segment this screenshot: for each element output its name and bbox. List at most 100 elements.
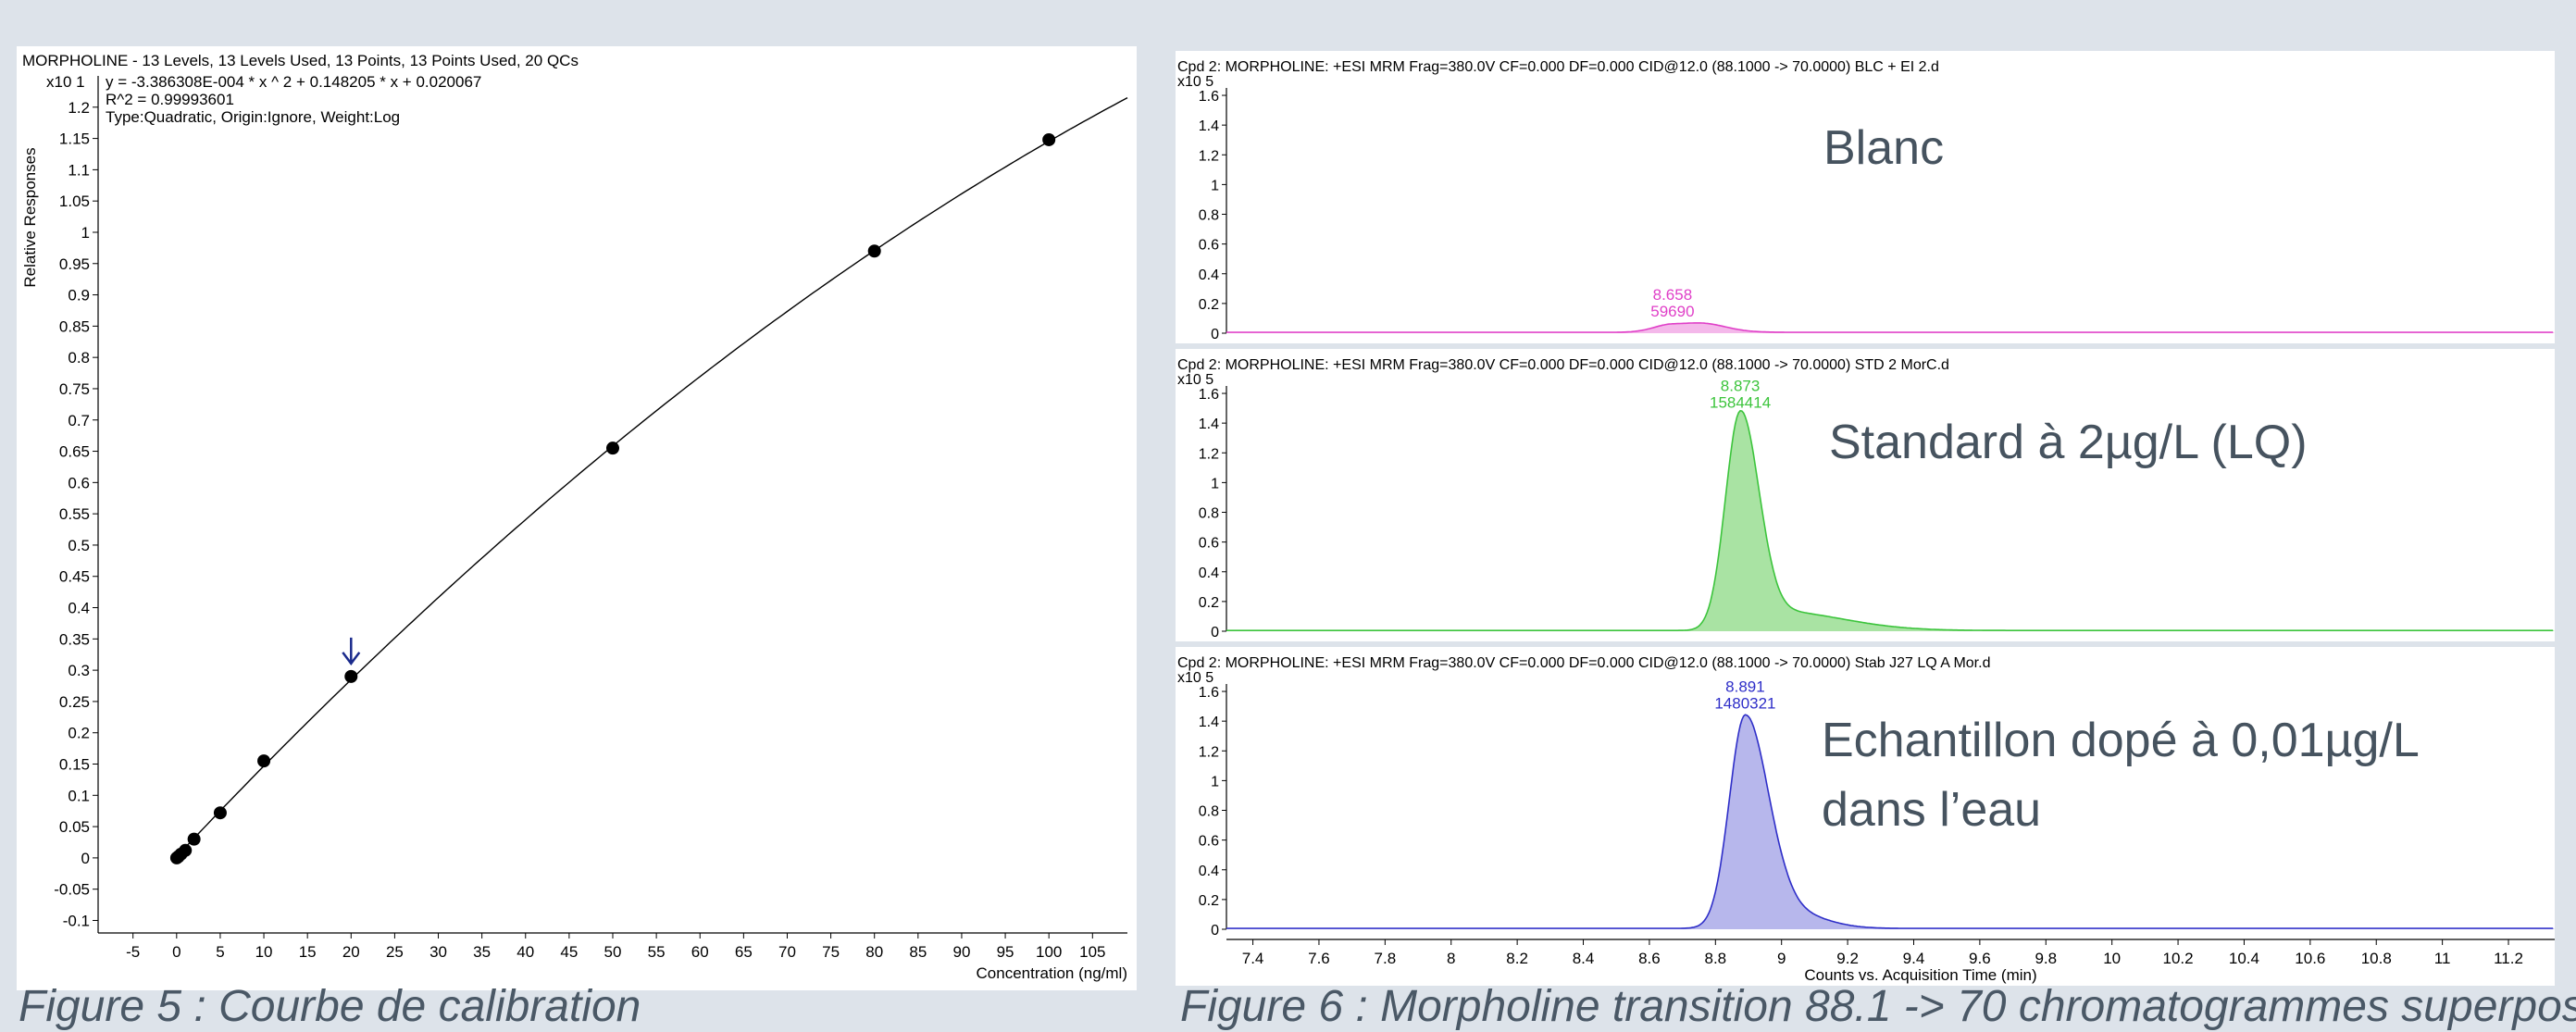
cal-x-tick-label: 5	[216, 943, 224, 961]
chromatogram-panel: Cpd 2: MORPHOLINE: +ESI MRM Frag=380.0V …	[1176, 51, 2555, 986]
trace-y-tick-label: 0.2	[1199, 595, 1219, 611]
cal-y-tick-label: 0.25	[59, 693, 90, 711]
trace-y-tick-label: 1.4	[1199, 417, 1219, 432]
cal-y-tick-label: 0.8	[68, 349, 90, 367]
cal-x-tick-label: 35	[473, 943, 491, 961]
trace-y-tick-label: 0.6	[1199, 238, 1219, 254]
figure-6-caption: Figure 6 : Morpholine transition 88.1 ->…	[1180, 982, 2576, 1031]
trace-header: Cpd 2: MORPHOLINE: +ESI MRM Frag=380.0V …	[1177, 655, 1990, 671]
figure-5-caption: Figure 5 : Courbe de calibration	[19, 982, 641, 1031]
cal-x-tick-label: 15	[299, 943, 317, 961]
chrom-x-tick-label: 10	[2103, 950, 2121, 967]
cal-x-tick-label: 85	[909, 943, 927, 961]
cal-x-tick-label: 90	[952, 943, 970, 961]
trace-y-tick-label: 0.8	[1199, 208, 1219, 224]
calibration-point	[187, 832, 201, 846]
cal-x-tick-label: 0	[172, 943, 180, 961]
trace-y-tick-label: 1	[1211, 774, 1219, 790]
trace-annotation-line-2: dans l’eau	[1822, 783, 2041, 837]
trace-y-tick-label: 0.4	[1199, 864, 1219, 879]
chrom-x-tick-label: 8.4	[1573, 950, 1595, 967]
trace-y-tick-label: 0.6	[1199, 536, 1219, 552]
cal-y-tick-label: 0.3	[68, 662, 90, 679]
cal-x-tick-label: 80	[865, 943, 883, 961]
trace-divider	[1176, 343, 2555, 349]
cal-x-tick-label: 60	[691, 943, 709, 961]
cal-x-tick-label: 95	[997, 943, 1014, 961]
trace-y-tick-label: 0.8	[1199, 804, 1219, 820]
cal-y-tick-label: 0.4	[68, 600, 90, 617]
calibration-title: MORPHOLINE - 13 Levels, 13 Levels Used, …	[22, 52, 579, 69]
peak-rt-label: 8.658	[1653, 286, 1693, 304]
y-axis-label: Relative Responses	[21, 147, 39, 287]
trace-y-tick-label: 0.2	[1199, 297, 1219, 313]
chrom-x-tick-label: 10.6	[2295, 950, 2325, 967]
chrom-x-tick-label: 9.6	[1969, 950, 1991, 967]
trace-annotation: Standard à 2µg/L (LQ)	[1829, 416, 2308, 469]
chrom-x-tick-label: 8.2	[1506, 950, 1528, 967]
calibration-point	[1042, 132, 1056, 146]
calibration-point	[606, 441, 619, 455]
calibration-curve	[176, 96, 1128, 857]
cal-y-tick-label: 0.85	[59, 317, 90, 335]
cal-y-tick-label: 0.7	[68, 412, 90, 429]
cal-x-tick-label: 10	[255, 943, 273, 961]
calibration-r2: R^2 = 0.99993601	[106, 91, 234, 108]
trace-annotation: Echantillon dopé à 0,01µg/L	[1822, 714, 2420, 767]
trace-y-tick-label: 1	[1211, 476, 1219, 491]
trace-y-tick-label: 1	[1211, 178, 1219, 193]
chromatogram-traces: Cpd 2: MORPHOLINE: +ESI MRM Frag=380.0V …	[1176, 59, 2555, 939]
x-axis-label: Concentration (ng/ml)	[977, 964, 1127, 982]
calibration-type: Type:Quadratic, Origin:Ignore, Weight:Lo…	[106, 108, 400, 126]
peak-area-label: 59690	[1650, 303, 1694, 320]
calibration-equation: y = -3.386308E-004 * x ^ 2 + 0.148205 * …	[106, 73, 481, 91]
cal-y-tick-label: -0.05	[54, 881, 90, 899]
trace-y-tick-label: 1.6	[1199, 89, 1219, 105]
cal-y-tick-label: -0.1	[63, 912, 90, 929]
calibration-point	[867, 244, 881, 258]
cal-y-tick-label: 1.05	[59, 193, 90, 210]
trace-y-multiplier: x10 5	[1177, 670, 1213, 686]
trace-y-tick-label: 1.6	[1199, 685, 1219, 701]
chromatogram-chart: Cpd 2: MORPHOLINE: +ESI MRM Frag=380.0V …	[1176, 59, 2555, 984]
trace-y-tick-label: 0.8	[1199, 506, 1219, 522]
cal-y-tick-label: 0.15	[59, 756, 90, 774]
chrom-x-tick-label: 10.8	[2361, 950, 2392, 967]
cal-x-tick-label: 45	[560, 943, 578, 961]
calibration-fit-line	[176, 96, 1128, 857]
chromatogram-trace: Cpd 2: MORPHOLINE: +ESI MRM Frag=380.0V …	[1176, 343, 2555, 640]
peak-rt-label: 8.891	[1725, 678, 1765, 695]
calibration-points	[169, 132, 1056, 864]
cal-y-tick-label: 0.2	[68, 725, 90, 742]
chrom-x-tick-label: 11.2	[2494, 950, 2523, 967]
trace-y-tick-label: 1.6	[1199, 387, 1219, 403]
calibration-point	[257, 754, 271, 768]
cal-x-tick-label: 70	[778, 943, 796, 961]
cal-x-tick-label: 55	[648, 943, 666, 961]
trace-annotation: Blanc	[1823, 121, 1944, 175]
trace-y-tick-label: 1.2	[1199, 744, 1219, 760]
cal-x-tick-label: -5	[126, 943, 140, 961]
trace-y-tick-label: 1.2	[1199, 446, 1219, 462]
cal-y-tick-label: 0.65	[59, 443, 90, 461]
chrom-x-tick-label: 7.4	[1242, 950, 1264, 967]
cal-y-tick-label: 0.05	[59, 818, 90, 836]
cal-y-tick-label: 1.2	[68, 99, 90, 117]
calibration-chart: MORPHOLINE - 13 Levels, 13 Levels Used, …	[21, 52, 1128, 982]
cal-y-tick-label: 1.15	[59, 131, 90, 148]
trace-header: Cpd 2: MORPHOLINE: +ESI MRM Frag=380.0V …	[1177, 357, 1949, 373]
cal-x-tick-label: 30	[429, 943, 447, 961]
cal-x-tick-label: 25	[386, 943, 404, 961]
chrom-x-tick-label: 10.4	[2229, 950, 2259, 967]
trace-header: Cpd 2: MORPHOLINE: +ESI MRM Frag=380.0V …	[1177, 59, 1939, 75]
chrom-x-tick-label: 10.2	[2163, 950, 2194, 967]
chrom-x-tick-label: 7.6	[1308, 950, 1330, 967]
calibration-point	[179, 843, 193, 857]
peak-area-label: 1584414	[1710, 393, 1771, 411]
trace-y-tick-label: 0.4	[1199, 267, 1219, 283]
trace-y-tick-label: 0	[1211, 923, 1219, 939]
trace-y-tick-label: 0	[1211, 327, 1219, 342]
cal-y-tick-label: 0.6	[68, 474, 90, 491]
cal-x-tick-label: 50	[604, 943, 622, 961]
cal-x-tick-label: 40	[516, 943, 534, 961]
